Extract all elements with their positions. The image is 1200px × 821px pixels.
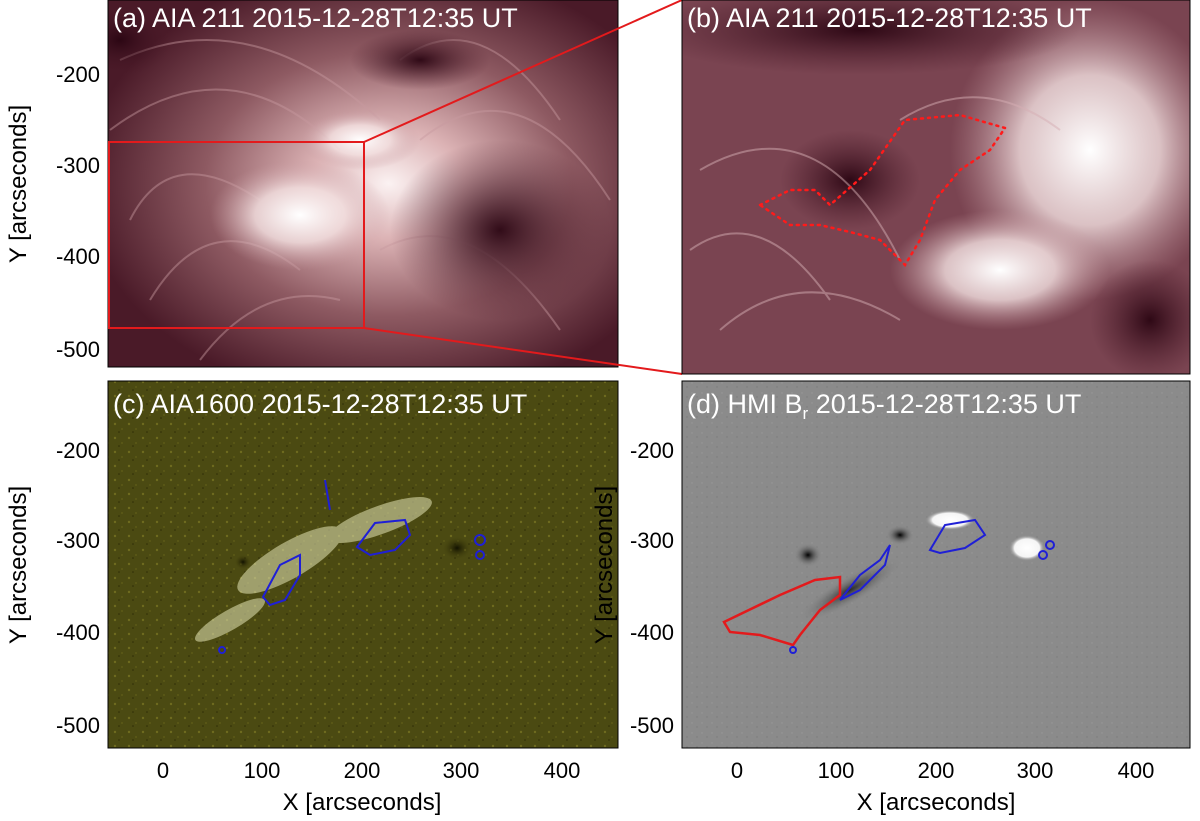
panel-d-label-sub: r: [803, 404, 809, 423]
y-tick-label: -400: [56, 620, 100, 645]
y-tick-label: -300: [56, 153, 100, 178]
y-axis-title-top: Y [arcseconds]: [5, 105, 32, 263]
panel-c-label: (c) AIA1600 2015-12-28T12:35 UT: [113, 389, 527, 419]
y-tick-label: -400: [630, 620, 674, 645]
zoom-connector-top: [363, 0, 683, 143]
x-tick-label: 0: [731, 758, 743, 783]
y-tick-label: -300: [630, 528, 674, 553]
x-ticks-left: 0 100 200 300 400: [157, 758, 580, 783]
panel-b-image: [682, 0, 1190, 374]
y-axis-title-bottom: Y [arcseconds]: [5, 486, 32, 644]
x-tick-label: 400: [544, 758, 581, 783]
panel-a: (a) AIA 211 2015-12-28T12:35 UT: [107, 0, 619, 368]
y-tick-label: -300: [56, 528, 100, 553]
y-tick-label: -500: [56, 713, 100, 738]
x-tick-label: 0: [157, 758, 169, 783]
y-tick-label: -200: [56, 62, 100, 87]
panel-d-label-main: (d) HMI B: [687, 389, 803, 419]
panel-b-label: (b) AIA 211 2015-12-28T12:35 UT: [687, 3, 1092, 33]
x-tick-label: 100: [244, 758, 281, 783]
y-ticks-left-top: -200 -300 -400 -500: [56, 62, 100, 362]
x-tick-label: 300: [443, 758, 480, 783]
y-tick-label: -400: [56, 244, 100, 269]
panel-d-image: [682, 381, 1190, 748]
panel-d: (d) HMI Br 2015-12-28T12:35 UT: [681, 380, 1191, 749]
y-axis-title-right: Y [arcseconds]: [591, 486, 618, 644]
x-tick-label: 400: [1118, 758, 1155, 783]
flare-ribbon-contours-d: [789, 518, 1055, 654]
y-tick-label: -500: [56, 337, 100, 362]
panel-d-label: (d) HMI Br 2015-12-28T12:35 UT: [687, 389, 1081, 423]
y-tick-label: -200: [630, 438, 674, 463]
x-axis-title-left: X [arcseconds]: [283, 789, 442, 816]
panel-b: (b) AIA 211 2015-12-28T12:35 UT: [681, 0, 1191, 375]
y-ticks-right-bottom: -200 -300 -400 -500: [630, 438, 674, 738]
x-ticks-right: 0 100 200 300 400: [731, 758, 1154, 783]
x-tick-label: 300: [1017, 758, 1054, 783]
y-ticks-left-bottom: -200 -300 -400 -500: [56, 438, 100, 738]
flare-ribbon-contours-c: [218, 479, 486, 654]
x-axis-title-right: X [arcseconds]: [857, 789, 1016, 816]
zoom-connector-bottom: [363, 327, 683, 375]
x-tick-label: 200: [918, 758, 955, 783]
y-tick-label: -500: [630, 713, 674, 738]
panel-d-label-tail: 2015-12-28T12:35 UT: [808, 389, 1081, 419]
panel-a-label: (a) AIA 211 2015-12-28T12:35 UT: [113, 3, 518, 33]
x-tick-label: 200: [344, 758, 381, 783]
panel-a-image: [108, 0, 618, 367]
dimming-contour-dotted: [757, 113, 1008, 268]
panel-c-image: [108, 381, 618, 748]
panel-c: (c) AIA1600 2015-12-28T12:35 UT: [107, 380, 619, 749]
dimming-contour-solid: [722, 575, 842, 647]
y-tick-label: -200: [56, 438, 100, 463]
zoom-box: [108, 141, 365, 329]
x-tick-label: 100: [818, 758, 855, 783]
